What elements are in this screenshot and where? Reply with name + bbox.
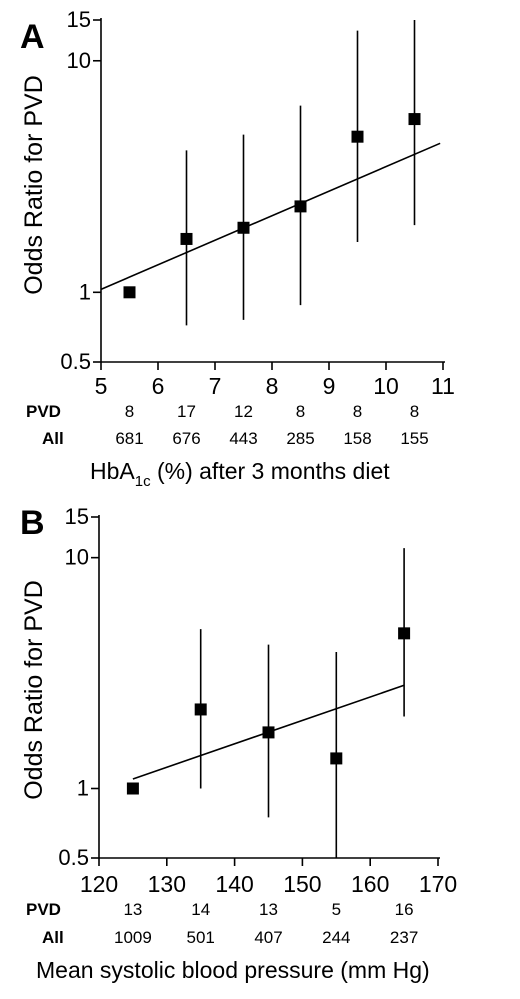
panel-a-x-axis-label: HbA1c (%) after 3 months diet: [90, 458, 390, 490]
panel-b-pvd-count: 16: [395, 900, 414, 919]
panel-b-pvd-row-label: PVD: [26, 900, 61, 919]
panel-b-data-point: [398, 627, 411, 640]
panel-b-all-count: 407: [254, 928, 282, 947]
panel-b-y-axis-label: Odds Ratio for PVD: [20, 580, 48, 800]
panel-b-x-tick-label: 170: [419, 871, 457, 897]
panel-b-data-point: [126, 782, 139, 795]
panel-a-all-row-label: All: [42, 429, 64, 448]
panel-b-all-count: 237: [390, 928, 418, 947]
panel-a-label: A: [20, 18, 45, 56]
panel-b-pvd-count: 14: [191, 900, 210, 919]
panel-a-data-point: [123, 286, 136, 299]
panel-a-data-point: [351, 130, 364, 143]
panel-a-y-tick-label: 1: [79, 279, 91, 304]
panel-a-plot: 0.5 1 10 15 5 6 7 8 9 10 11: [60, 7, 455, 399]
panel-a-pvd-count: 8: [296, 402, 305, 421]
panel-a-pvd-count: 8: [353, 402, 362, 421]
panel-b-y-tick-label: 0.5: [58, 845, 89, 870]
panel-a-x-tick-label: 8: [266, 373, 279, 399]
panel-b-pvd-count: 5: [332, 900, 341, 919]
panel-a-count-table: 8 17 12 8 8 8 681 676 443 285 158 155: [115, 402, 428, 448]
panel-b-plot: 0.5 1 10 15 120 130 140 150 160 170: [58, 504, 457, 897]
panel-a-x-tick-label: 9: [323, 373, 336, 399]
panel-a-all-count: 158: [343, 429, 371, 448]
panel-b-x-tick-label: 160: [351, 871, 389, 897]
panel-b-x-tick-label: 140: [215, 871, 253, 897]
panel-a-pvd-count: 12: [234, 402, 253, 421]
panel-a-y-tick-label: 0.5: [60, 349, 91, 374]
panel-a-all-count: 285: [286, 429, 314, 448]
panel-b-all-count: 1009: [114, 928, 152, 947]
panel-b-pvd-count: 13: [259, 900, 278, 919]
panel-a-all-count: 443: [229, 429, 257, 448]
panel-b-count-table: 13 14 13 5 16 1009 501 407 244 237: [114, 900, 418, 947]
panel-a-y-tick-label: 10: [67, 48, 91, 73]
panel-a-x-tick-label: 5: [95, 373, 108, 399]
panel-a-all-count: 681: [115, 429, 143, 448]
panel-b-pvd-count: 13: [123, 900, 142, 919]
panel-a-all-count: 155: [400, 429, 428, 448]
panel-a-x-tick-label: 10: [373, 373, 399, 399]
panel-b-y-tick-label: 10: [65, 545, 89, 570]
panel-a-y-axis-label: Odds Ratio for PVD: [20, 75, 48, 295]
panel-a-trend-line: [100, 142, 441, 291]
panel-b-y-tick-label: 15: [65, 504, 89, 529]
panel-b-all-count: 244: [322, 928, 350, 947]
panel-a-pvd-count: 8: [125, 402, 134, 421]
panel-b-x-tick-label: 120: [80, 871, 118, 897]
panel-a-data-point: [294, 200, 307, 213]
panel-a-data-point: [237, 221, 250, 234]
panel-b-all-count: 501: [187, 928, 215, 947]
panel-a-x-tick-label: 11: [431, 373, 455, 399]
panel-b-label: B: [20, 504, 45, 542]
panel-a-x-tick-label: 6: [152, 373, 165, 399]
panel-a-data-point: [180, 232, 193, 245]
panel-b-data-point: [262, 726, 275, 739]
panel-b: B Odds Ratio for PVD 0.5 1 10 15 120 130 140 15…: [20, 504, 457, 983]
panel-a-y-tick-label: 15: [67, 7, 91, 32]
panel-b-y-tick-label: 1: [77, 776, 89, 801]
panel-a-pvd-count: 17: [177, 402, 196, 421]
panel-a-pvd-row-label: PVD: [26, 402, 61, 421]
panel-a-all-count: 676: [172, 429, 200, 448]
panel-b-x-tick-label: 130: [148, 871, 186, 897]
panel-a-x-tick-label: 7: [209, 373, 222, 399]
panel-b-x-tick-label: 150: [283, 871, 321, 897]
panel-a-data-point: [408, 113, 421, 126]
panel-b-x-axis-label: Mean systolic blood pressure (mm Hg): [36, 957, 430, 983]
panel-b-all-row-label: All: [42, 928, 64, 947]
panel-b-data-point: [330, 752, 343, 765]
panel-b-data-point: [194, 703, 207, 716]
panel-a-pvd-count: 8: [410, 402, 419, 421]
